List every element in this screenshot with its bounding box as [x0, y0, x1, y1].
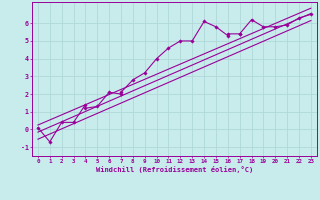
X-axis label: Windchill (Refroidissement éolien,°C): Windchill (Refroidissement éolien,°C)	[96, 166, 253, 173]
